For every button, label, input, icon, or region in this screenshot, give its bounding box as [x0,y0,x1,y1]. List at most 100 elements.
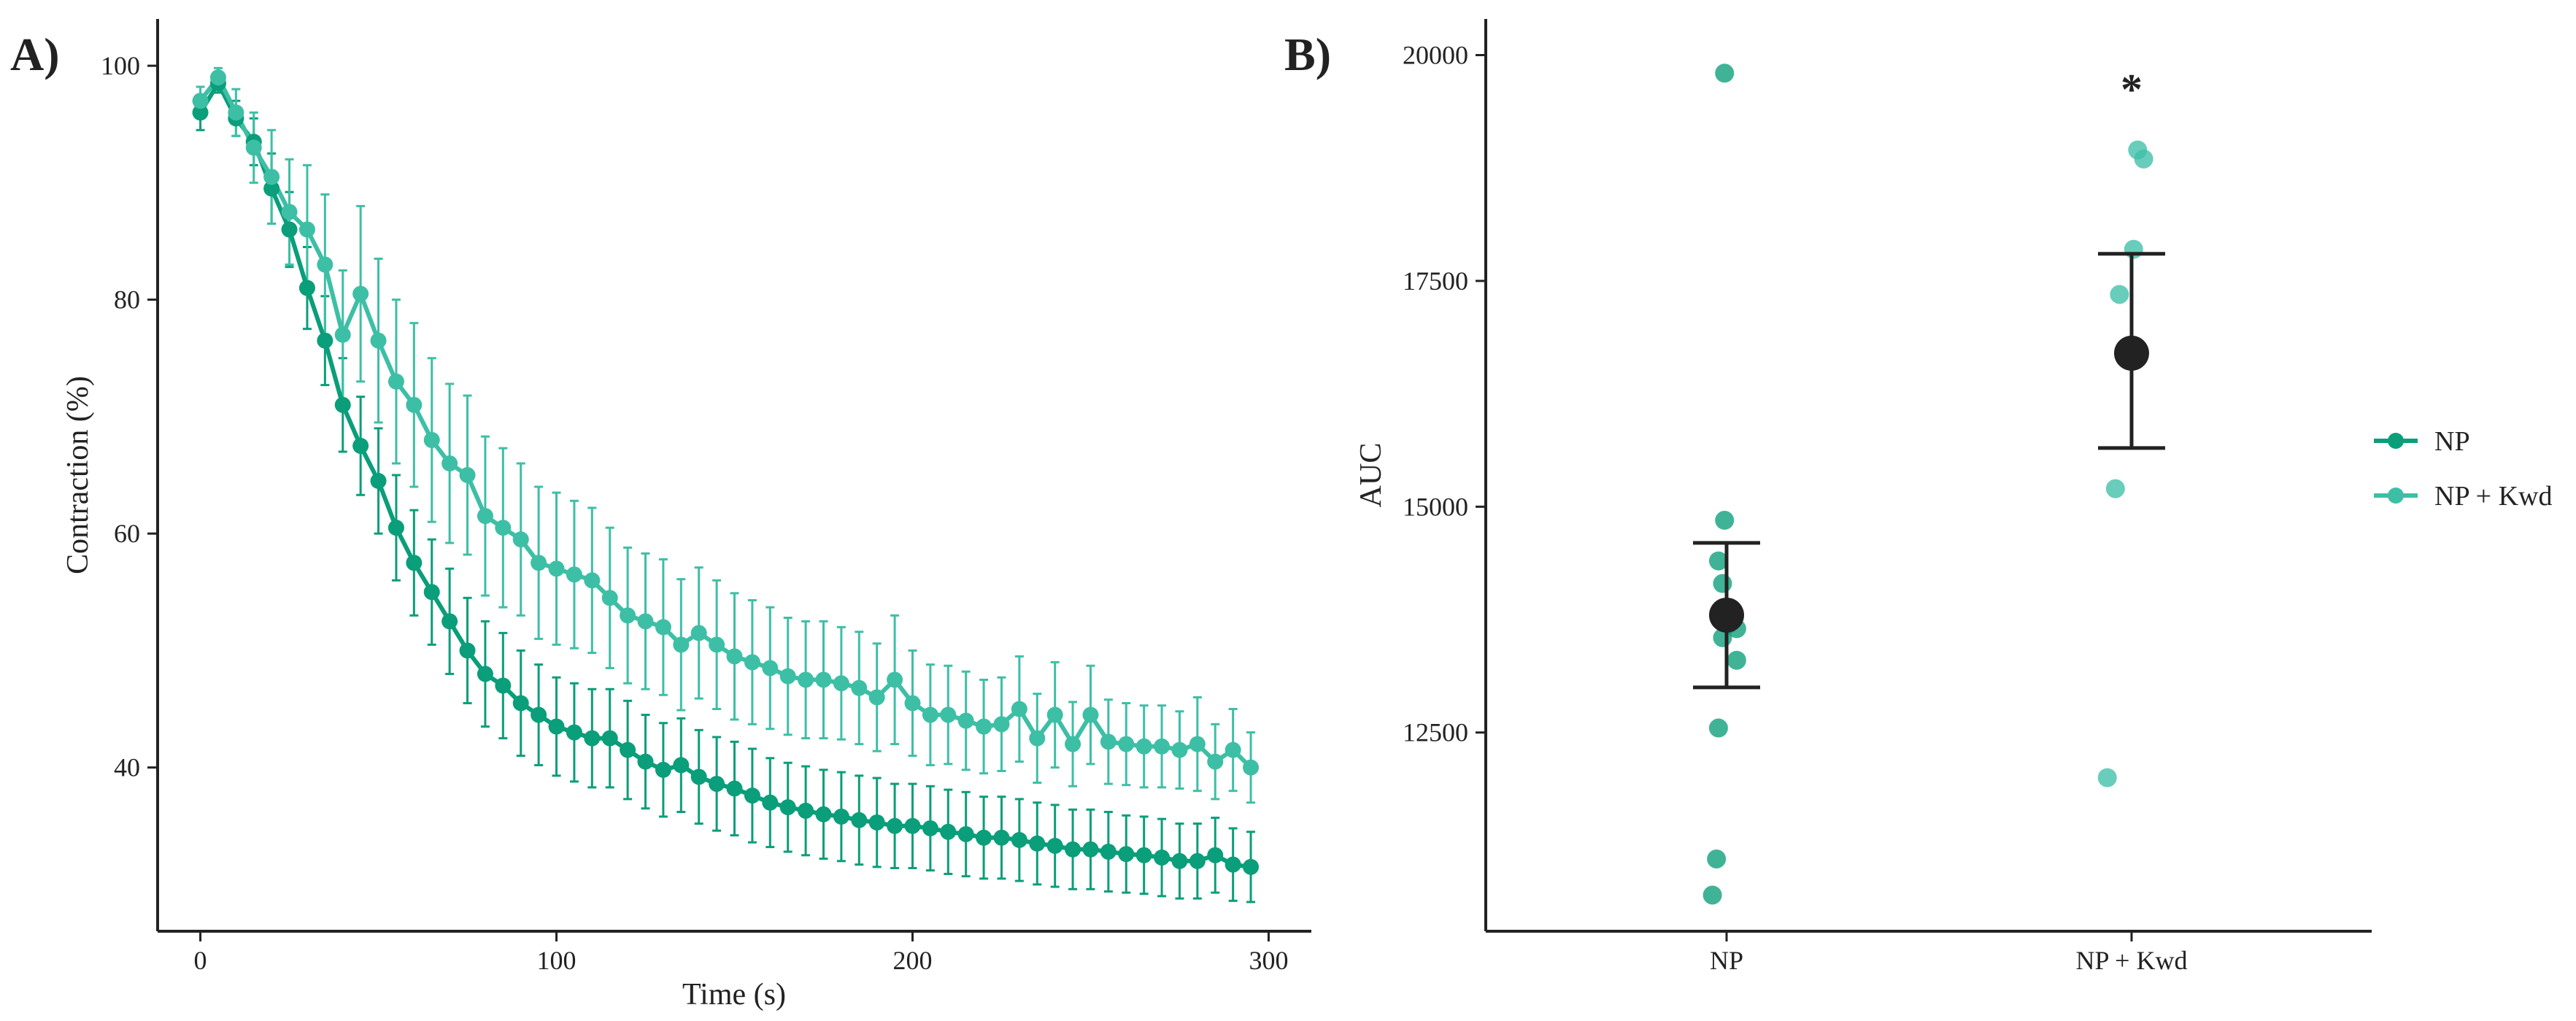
panel-b-x-tick-label: NP + Kwd [2076,946,2188,975]
panel-a-point-np-kwd [673,636,690,653]
panel-b-point [1715,510,1735,530]
panel-a-point-np-kwd [334,326,351,343]
panel-a-point-np-kwd [245,139,262,156]
panel-a-point-np [1243,858,1260,875]
panel-a-point-np-kwd [887,671,903,688]
panel-a-y-tick-label: 100 [101,51,140,80]
panel-a-point-np [655,761,671,778]
panel-a-point-np [690,768,707,785]
panel-a-point-np-kwd [904,695,921,712]
panel-b-label: B) [1284,28,1331,80]
significance-star: * [2121,66,2143,114]
panel-a-point-np-kwd [940,706,957,723]
panel-b-y-tick-label: 12500 [1403,718,1468,747]
panel-a-point-np [637,753,654,770]
panel-a-point-np-kwd [441,455,458,471]
panel-b-points [1702,63,2153,905]
panel-a-point-np-kwd [1189,736,1206,752]
panel-a-point-np-kwd [406,396,423,413]
panel-a-point-np [762,794,779,811]
panel-a-point-np-kwd [263,169,280,185]
panel-a-point-np [531,706,547,723]
panel-b-y-axis-title: AUC [1354,443,1388,508]
panel-a-point-np-kwd [531,555,547,571]
panel-b-mean-point [1709,597,1744,633]
panel-a-point-np [904,817,921,834]
panel-a-point-np-kwd [833,675,849,692]
panel-a-point-np [922,820,938,836]
panel-a-x-tick-label: 200 [892,946,932,975]
panel-b-point [1713,574,1732,593]
panel-a-point-np [744,787,760,804]
panel-b-point [2105,479,2125,498]
panel-a-point-np-kwd [1225,741,1241,758]
panel-a-point-np [1118,846,1135,863]
panel-b-point [2110,285,2129,304]
panel-a-point-np-kwd [1243,759,1260,776]
panel-a-point-np [709,776,725,793]
panel-a-point-np [423,584,440,601]
panel-a-point-np-kwd [495,520,512,536]
panel-a-point-np [548,718,565,735]
panel-a-point-np-kwd [976,718,992,735]
panel-a-point-np-kwd [709,636,725,653]
panel-a-point-np-kwd [744,654,760,671]
panel-a-point-np-kwd [352,285,369,302]
panel-a-point-np [1171,852,1188,869]
panel-a-error-bars [196,66,1256,904]
panel-a-point-np [887,817,903,834]
panel-a-point-np [512,695,529,712]
panel-b-point [1708,551,1728,571]
panel-a-x-tick-label: 100 [537,946,576,975]
panel-b-point [1707,849,1727,868]
panel-a-point-np-kwd [1065,736,1081,752]
panel-a-point-np-kwd [1029,730,1046,747]
panel-a-point-np [352,437,369,454]
panel-b-annotations: * [2121,66,2143,114]
panel-b-y-tick-label: 17500 [1403,266,1468,296]
panel-a-point-np-kwd [228,104,244,121]
panel-a-y-tick-label: 40 [114,753,140,782]
panel-a-point-np [1065,841,1081,858]
legend-key-point [2388,488,2404,504]
panel-a-point-np [192,104,209,121]
panel-a-point-np-kwd [620,607,636,624]
panel-a-point-np [317,332,333,349]
panel-a-x-axis-title: Time (s) [682,978,786,1012]
panel-a-point-np-kwd [1011,701,1027,717]
panel-a-point-np-kwd [779,668,796,685]
panel-b-y-tick-label: 20000 [1403,41,1468,70]
panel-a-point-np-kwd [868,689,885,706]
panel-a-point-np-kwd [298,221,315,238]
panel-a-point-np [779,799,796,816]
panel-a-point-np-kwd [637,613,654,630]
panel-b-x-ticks: NP NP + Kwd [1710,931,2188,975]
panel-a-series-line-np-kwd [198,75,1253,769]
panel-a-point-np [851,812,868,828]
panel-a-point-np [263,180,280,197]
panel-a-point-np-kwd [957,712,974,729]
panel-a-point-np-kwd [815,671,832,688]
panel-a-point-np-kwd [459,467,476,483]
panel-a-point-np-kwd [281,204,298,220]
panel-a-point-np [441,613,458,630]
panel-a-point-np [1135,847,1152,863]
panel-a-point-np [1189,852,1206,869]
panel-a-point-np-kwd [548,560,565,577]
panel-a-point-np-kwd [477,508,493,525]
legend-key-point [2388,433,2404,449]
panel-a-point-np [334,396,351,413]
panel-a-point-np-kwd [690,625,707,642]
panel-a-point-np-kwd [601,590,618,606]
panel-a-point-np [993,829,1010,846]
panel-a-point-np-kwd [566,566,582,583]
legend-item: NP + Kwd [2374,481,2552,512]
panel-a-point-np-kwd [423,431,440,448]
panel-a-point-np-kwd [1118,736,1135,752]
panel-a-point-np [1100,844,1117,860]
panel-a-y-axis-title: Contraction (%) [61,376,95,574]
panel-a-x-tick-label: 300 [1249,946,1288,975]
panel-a-point-np-kwd [1135,738,1152,755]
legend-item: NP [2374,426,2470,457]
